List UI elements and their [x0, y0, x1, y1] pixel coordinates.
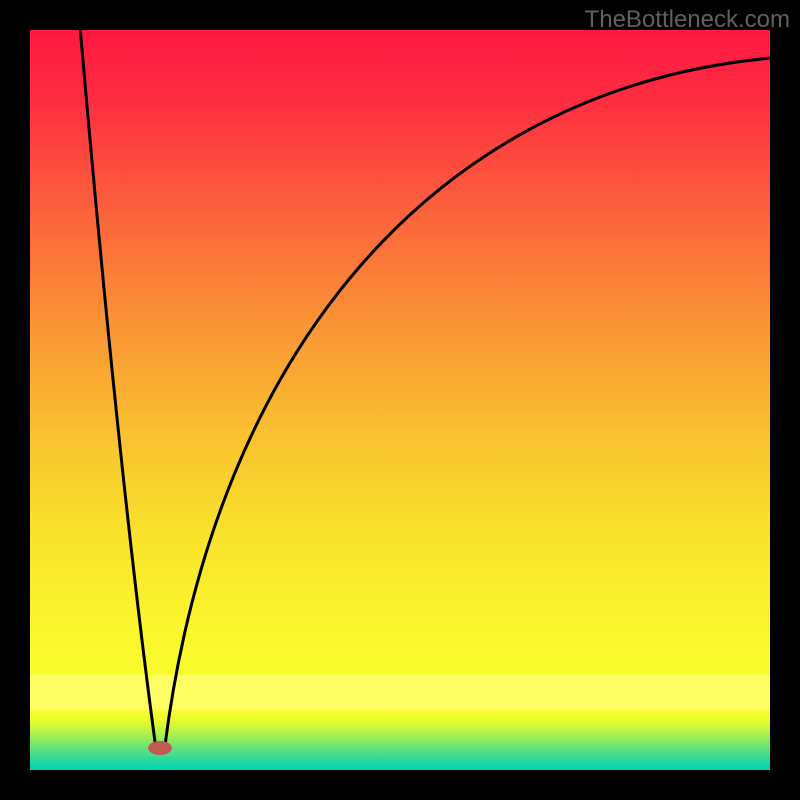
curve-right-branch [165, 58, 770, 748]
curve-lines [30, 30, 770, 770]
watermark-text: TheBottleneck.com [585, 6, 790, 34]
minimum-marker [148, 741, 172, 755]
curve-left-branch [80, 30, 155, 748]
plot-area [30, 30, 770, 770]
